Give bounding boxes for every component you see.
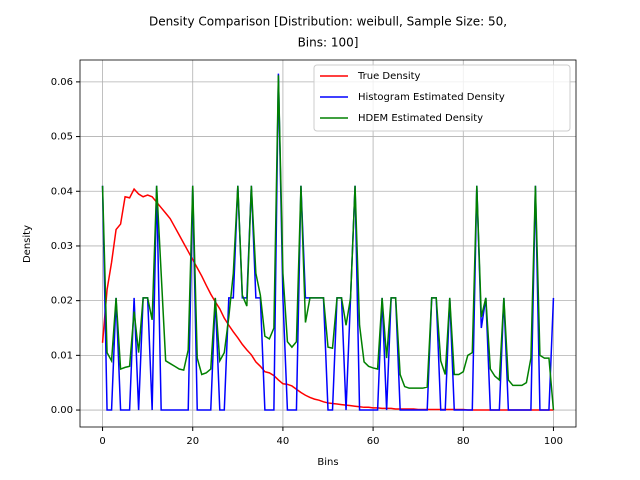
legend-label: True Density [357, 71, 421, 82]
y-tick-label: 0.00 [51, 405, 73, 416]
y-tick-label: 0.04 [51, 186, 73, 197]
y-tick-label: 0.03 [51, 241, 73, 252]
x-tick-label: 80 [457, 436, 470, 447]
series-line [101, 75, 555, 411]
y-axis-label: Density [22, 225, 33, 263]
legend-label: Histogram Estimated Density [358, 92, 505, 103]
plot-frame [79, 59, 577, 428]
y-tick-label: 0.02 [51, 296, 73, 307]
x-tick-label: 100 [544, 436, 563, 447]
x-tick-label: 0 [99, 436, 105, 447]
legend-box [313, 64, 571, 132]
x-tick-label: 20 [186, 436, 199, 447]
y-tick-label: 0.05 [51, 132, 73, 143]
chart-title: Density Comparison [Distribution: weibul… [149, 15, 507, 29]
x-tick-label: 60 [367, 436, 380, 447]
x-tick-label: 40 [277, 436, 290, 447]
y-tick-label: 0.01 [51, 350, 73, 361]
chart-title: Bins: 100] [298, 36, 359, 50]
legend-label: HDEM Estimated Density [358, 113, 483, 124]
x-axis-label: Bins [317, 457, 338, 468]
y-tick-label: 0.06 [51, 77, 73, 88]
